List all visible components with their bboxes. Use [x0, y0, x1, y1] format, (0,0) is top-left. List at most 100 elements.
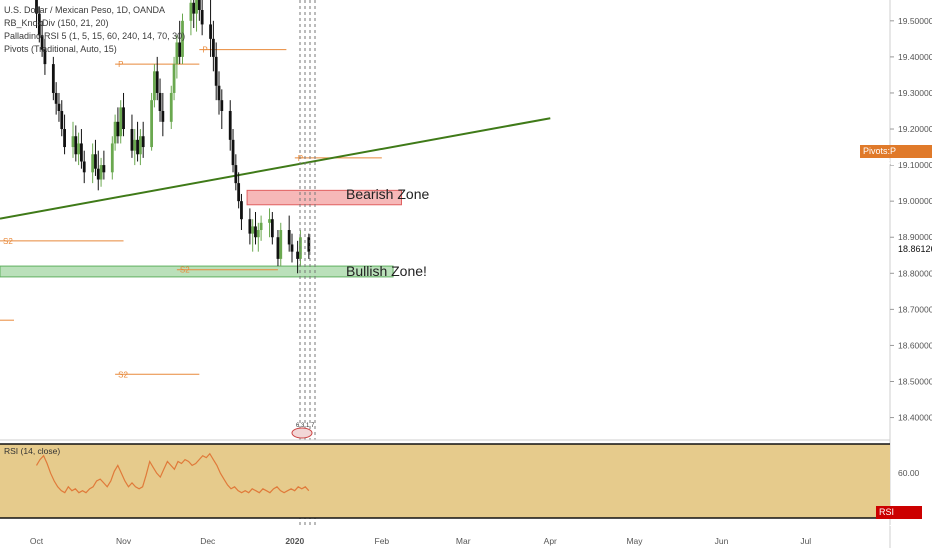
time-tick-label: Apr	[544, 536, 557, 546]
candle[interactable]	[279, 230, 283, 259]
candle[interactable]	[211, 38, 215, 57]
candle[interactable]	[296, 251, 300, 259]
candle[interactable]	[234, 165, 238, 184]
candle[interactable]	[40, 35, 44, 50]
rsi-tag-value: 37.88	[879, 518, 902, 528]
rsi-level-label: 60.00	[898, 468, 920, 478]
candle[interactable]	[178, 42, 182, 57]
candle[interactable]	[150, 100, 154, 148]
candle[interactable]	[54, 92, 58, 104]
price-tick-label: 18.50000	[898, 377, 932, 387]
candle[interactable]	[138, 136, 142, 155]
candle[interactable]	[99, 165, 103, 180]
candle[interactable]	[71, 136, 75, 148]
candle[interactable]	[43, 49, 47, 65]
candle[interactable]	[161, 110, 165, 122]
candle[interactable]	[153, 71, 156, 101]
candle[interactable]	[237, 183, 241, 202]
candle[interactable]	[172, 64, 176, 93]
candle[interactable]	[136, 139, 139, 155]
candle[interactable]	[57, 103, 61, 111]
rsi-band	[0, 444, 890, 518]
indicator-pivots[interactable]: Pivots (Traditional, Auto, 15)	[4, 44, 117, 54]
candle[interactable]	[74, 136, 78, 155]
symbol-title: U.S. Dollar / Mexican Peso, 1D, OANDA	[4, 5, 166, 15]
candle[interactable]	[276, 237, 280, 259]
candle[interactable]	[91, 154, 95, 173]
candle[interactable]	[240, 201, 243, 220]
candle[interactable]	[228, 110, 232, 140]
candle[interactable]	[77, 143, 81, 155]
candle[interactable]	[231, 139, 235, 166]
price-tick-label: 18.70000	[898, 304, 932, 314]
candle[interactable]	[307, 237, 311, 252]
candle[interactable]	[141, 136, 145, 148]
rsi-tag-label: RSI	[879, 507, 895, 517]
candle[interactable]	[214, 56, 218, 86]
price-tick-label: 18.90000	[898, 232, 932, 242]
rsi-title: RSI (14, close)	[4, 446, 60, 456]
candle[interactable]	[209, 24, 212, 39]
candle[interactable]	[113, 121, 117, 144]
chart-legend: U.S. Dollar / Mexican Peso, 1D, OANDA RB…	[4, 4, 185, 56]
candle[interactable]	[254, 226, 257, 238]
candle[interactable]	[169, 92, 173, 122]
candle[interactable]	[122, 107, 125, 130]
candle[interactable]	[119, 107, 123, 137]
trendline[interactable]	[0, 117, 551, 220]
candle[interactable]	[175, 42, 179, 65]
candle[interactable]	[290, 244, 294, 252]
candle[interactable]	[192, 2, 196, 14]
candle[interactable]	[133, 139, 137, 151]
time-tick-label: May	[626, 536, 643, 546]
candle[interactable]	[51, 64, 55, 93]
indicator-palladino-rsi[interactable]: Palladino-RSI 5 (1, 5, 15, 60, 240, 14, …	[4, 31, 186, 41]
candle[interactable]	[181, 20, 184, 57]
rsi-line	[35, 452, 310, 494]
candle[interactable]	[220, 100, 224, 111]
candle[interactable]	[200, 10, 204, 25]
candle[interactable]	[60, 110, 64, 130]
candle[interactable]	[256, 230, 260, 238]
candle[interactable]	[102, 165, 106, 173]
candle[interactable]	[37, 13, 41, 36]
indicator-knoxdiv[interactable]: RB_KnoxDiv (150, 21, 20)	[4, 18, 109, 28]
candle[interactable]	[259, 222, 263, 231]
candle[interactable]	[82, 161, 86, 173]
pivot-label: P	[118, 60, 123, 69]
bullish-zone[interactable]	[0, 265, 394, 278]
time-tick-label: Mar	[456, 536, 471, 546]
time-tick-label: Jun	[715, 536, 729, 546]
price-tick-label: 19.10000	[898, 160, 932, 170]
candle[interactable]	[130, 129, 134, 151]
pivot-label: S2	[180, 266, 190, 275]
candle[interactable]	[217, 85, 221, 101]
candle[interactable]	[155, 71, 159, 93]
candle[interactable]	[63, 129, 66, 148]
candle[interactable]	[116, 121, 120, 137]
bearish-zone-label: Bearish Zone	[346, 186, 429, 202]
candle[interactable]	[268, 219, 271, 223]
candle[interactable]	[195, 0, 198, 14]
candle[interactable]	[158, 92, 162, 111]
price-tick-label: 19.30000	[898, 88, 932, 98]
candle[interactable]	[94, 154, 97, 169]
event-marker-label: 6 3 1 7	[296, 423, 315, 429]
event-marker-icon[interactable]	[291, 427, 313, 439]
candle[interactable]	[287, 230, 291, 245]
candle[interactable]	[197, 0, 201, 10]
candle[interactable]	[248, 219, 252, 234]
candle[interactable]	[270, 219, 274, 238]
candle[interactable]	[35, 0, 38, 14]
candle[interactable]	[96, 168, 100, 180]
price-tick-label: 18.40000	[898, 413, 932, 423]
price-tick-label: 18.60000	[898, 340, 932, 350]
candle[interactable]	[80, 143, 83, 162]
candle[interactable]	[189, 2, 193, 21]
pivot-label: P	[202, 46, 207, 55]
candle[interactable]	[251, 226, 255, 234]
candle[interactable]	[110, 143, 114, 173]
price-tick-label: 19.40000	[898, 52, 932, 62]
price-tick-label: 19.20000	[898, 124, 932, 134]
bearish-zone[interactable]	[246, 189, 402, 206]
